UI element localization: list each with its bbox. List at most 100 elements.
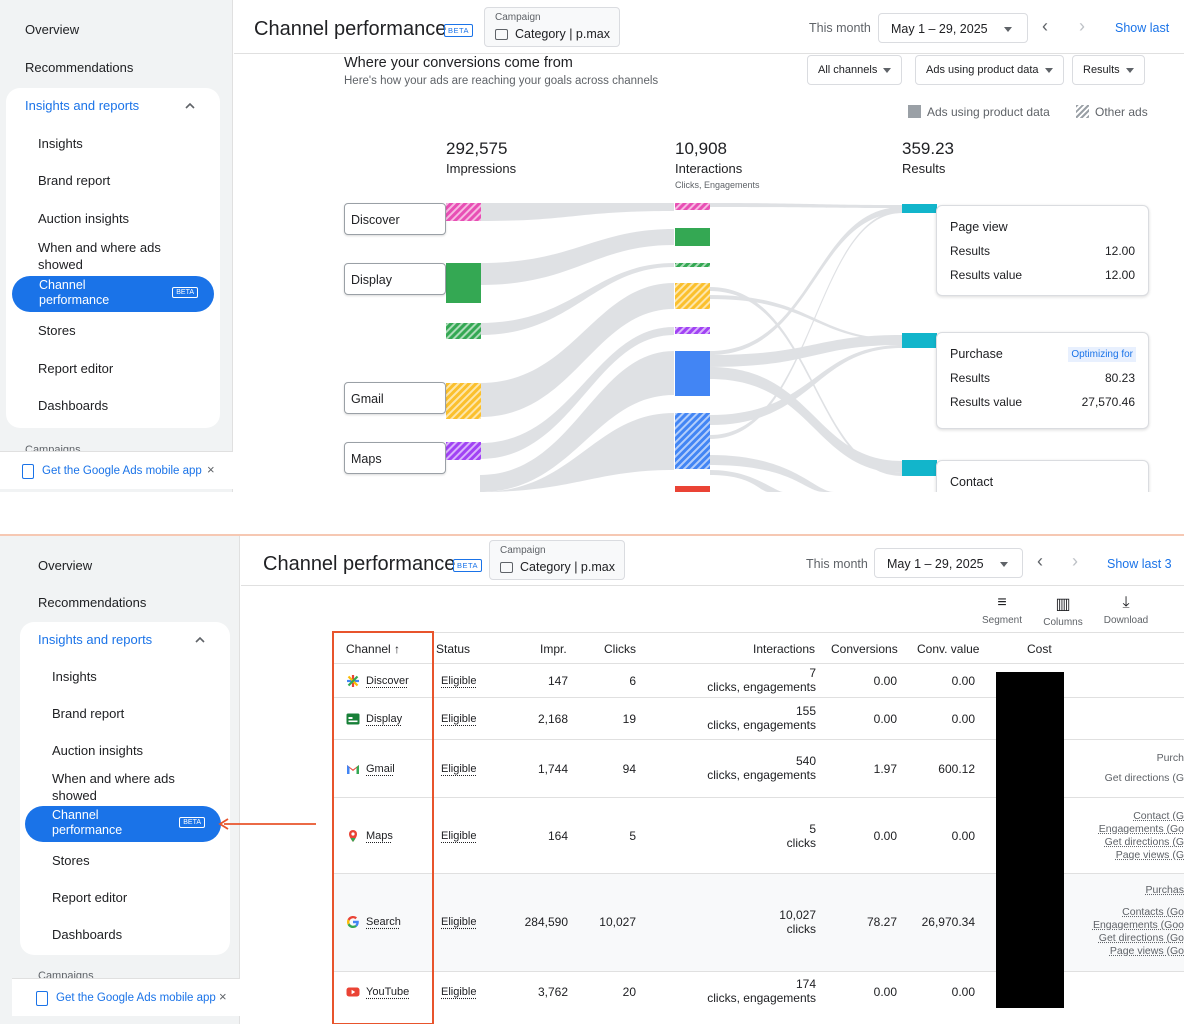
mobile-app-banner[interactable]: Get the Google Ads mobile app ×: [0, 451, 233, 489]
channel-link[interactable]: Maps: [366, 830, 393, 842]
sidebar-item-recommendations[interactable]: Recommendations: [38, 595, 147, 610]
col-status[interactable]: Status: [436, 642, 471, 656]
prev-period-button[interactable]: ‹: [1042, 16, 1048, 36]
campaign-selector[interactable]: Campaign Category | p.max: [484, 7, 620, 47]
chevron-up-icon[interactable]: [184, 100, 196, 112]
status-link[interactable]: Eligible: [441, 830, 477, 842]
close-icon[interactable]: ×: [219, 989, 227, 1004]
sidebar-item-brand-report[interactable]: Brand report: [52, 706, 125, 721]
legend-product-data: Ads using product data: [908, 105, 1050, 119]
conversion-action[interactable]: Engagements (Goo: [1092, 919, 1184, 931]
table-row[interactable]: Display Eligible 2,168 19 155 clicks, eng…: [332, 698, 1184, 740]
next-period-button[interactable]: ›: [1079, 16, 1085, 36]
campaign-selector[interactable]: Campaign Category | p.max: [489, 540, 625, 580]
sidebar-item-stores[interactable]: Stores: [38, 323, 76, 338]
beta-badge: BETA: [453, 559, 483, 572]
insights-reports-header[interactable]: Insights and reports: [38, 632, 153, 647]
date-range-picker[interactable]: May 1 – 29, 2025: [874, 548, 1023, 578]
sidebar-item-overview[interactable]: Overview: [25, 22, 80, 37]
status-link[interactable]: Eligible: [441, 916, 477, 928]
col-interactions[interactable]: Interactions: [753, 642, 816, 656]
channel-link[interactable]: Discover: [366, 675, 409, 687]
sidebar-item-campaigns[interactable]: Campaigns: [25, 444, 81, 452]
sidebar-item-insights[interactable]: Insights: [52, 669, 97, 684]
source-maps[interactable]: Maps: [344, 442, 446, 474]
table-row[interactable]: YouTube Eligible 3,762 20 174 clicks, eng…: [332, 972, 1184, 1012]
status-link[interactable]: Eligible: [441, 675, 477, 687]
table-row[interactable]: Gmail Eligible 1,744 94 540 clicks, engag…: [332, 740, 1184, 798]
impr-cell: 3,762: [537, 985, 568, 999]
col-conv-value[interactable]: Conv. value: [917, 642, 980, 656]
show-last-link[interactable]: Show last: [1115, 21, 1170, 35]
col-conversions[interactable]: Conversions: [831, 642, 898, 656]
outcome-purchase[interactable]: Purchase Optimizing for 80.23 Results 27,…: [936, 332, 1149, 429]
conversion-action[interactable]: Contacts (Go: [1122, 906, 1184, 918]
sidebar-item-dashboards[interactable]: Dashboards: [52, 927, 123, 942]
table-row[interactable]: Maps Eligible 164 5 5 clicks 0.00 0.00 Co…: [332, 798, 1184, 874]
date-range-picker[interactable]: May 1 – 29, 2025: [878, 13, 1028, 43]
table-row[interactable]: Discover Eligible 147 6 7 clicks, engagem…: [332, 666, 1184, 698]
results-filter[interactable]: Results: [1072, 55, 1145, 85]
chevron-up-icon[interactable]: [194, 634, 206, 646]
channel-link[interactable]: Search: [366, 916, 401, 928]
conversion-action[interactable]: Page views (Go: [1109, 945, 1184, 957]
sidebar-item-report-editor[interactable]: Report editor: [52, 890, 128, 905]
maps-icon: [349, 830, 357, 842]
col-cost[interactable]: Cost: [1027, 642, 1052, 656]
outcome-contact[interactable]: Contact: [936, 460, 1149, 492]
mobile-app-link[interactable]: Get the Google Ads mobile app: [42, 465, 202, 477]
interactions-cell: 7 clicks, engagements: [707, 666, 816, 694]
product-data-filter[interactable]: Ads using product data: [915, 55, 1064, 85]
status-link[interactable]: Eligible: [441, 986, 477, 998]
interactions-value: 10,908: [675, 139, 727, 158]
download-button[interactable]: ⤓ Download: [1100, 594, 1152, 626]
channel-link[interactable]: YouTube: [366, 986, 410, 998]
conversion-action[interactable]: Get directions (G: [1104, 836, 1184, 848]
close-icon[interactable]: ×: [207, 462, 215, 477]
sidebar-item-when-where[interactable]: When and where ads showed: [38, 240, 161, 272]
sidebar-item-report-editor[interactable]: Report editor: [38, 361, 114, 376]
columns-button[interactable]: ▥ Columns: [1037, 594, 1089, 628]
sidebar-item-stores[interactable]: Stores: [52, 853, 90, 868]
channel-link[interactable]: Gmail: [366, 763, 395, 775]
conversion-action[interactable]: Get directions (Go: [1098, 932, 1184, 944]
sidebar-item-campaigns[interactable]: Campaigns: [38, 970, 94, 978]
prev-period-button[interactable]: ‹: [1037, 551, 1043, 571]
conversion-action[interactable]: Engagements (Go: [1098, 823, 1184, 835]
dropdown-caret-icon: [1125, 67, 1134, 73]
sidebar-item-when-where[interactable]: When and where ads showed: [52, 771, 175, 803]
results-value: 359.23: [902, 139, 954, 158]
col-impr[interactable]: Impr.: [540, 642, 567, 656]
mobile-app-banner[interactable]: Get the Google Ads mobile app ×: [12, 978, 240, 1016]
channel-link[interactable]: Display: [366, 713, 403, 725]
conversion-action[interactable]: Purchas: [1145, 884, 1184, 896]
sidebar-item-channel-performance[interactable]: Channel performance BETA: [25, 806, 221, 842]
source-display[interactable]: Display: [344, 263, 446, 295]
sidebar-item-channel-performance[interactable]: Channel performance BETA: [12, 276, 214, 312]
channel-filter[interactable]: All channels: [807, 55, 903, 85]
conversion-action[interactable]: Contact (G: [1133, 810, 1184, 822]
sidebar-item-auction-insights[interactable]: Auction insights: [52, 743, 144, 758]
outcome-value-row: 27,570.46 Results value: [950, 395, 1135, 409]
col-clicks[interactable]: Clicks: [604, 642, 636, 656]
source-discover[interactable]: Discover: [344, 203, 446, 235]
sidebar-item-insights[interactable]: Insights: [38, 136, 83, 151]
maps-inter-bar: [675, 327, 710, 334]
sidebar-item-auction-insights[interactable]: Auction insights: [38, 211, 130, 226]
segment-button[interactable]: ≡ Segment: [976, 594, 1028, 626]
status-link[interactable]: Eligible: [441, 713, 477, 725]
source-gmail[interactable]: Gmail: [344, 382, 446, 414]
mobile-app-link[interactable]: Get the Google Ads mobile app: [56, 992, 216, 1004]
outcome-page-view[interactable]: Page view 12.00 Results 12.00 Results valu…: [936, 205, 1149, 296]
status-link[interactable]: Eligible: [441, 763, 477, 775]
sidebar-item-overview[interactable]: Overview: [38, 558, 93, 573]
sidebar-item-recommendations[interactable]: Recommendations: [25, 60, 134, 75]
insights-reports-header[interactable]: Insights and reports: [25, 98, 140, 113]
next-period-button[interactable]: ›: [1072, 551, 1078, 571]
sidebar-item-brand-report[interactable]: Brand report: [38, 173, 111, 188]
impressions-label: Impressions: [446, 161, 517, 176]
conversion-action[interactable]: Page views (G: [1115, 849, 1184, 861]
show-last-link[interactable]: Show last 3: [1107, 557, 1172, 571]
col-channel[interactable]: Channel ↑: [346, 642, 401, 656]
sidebar-item-dashboards[interactable]: Dashboards: [38, 398, 109, 413]
